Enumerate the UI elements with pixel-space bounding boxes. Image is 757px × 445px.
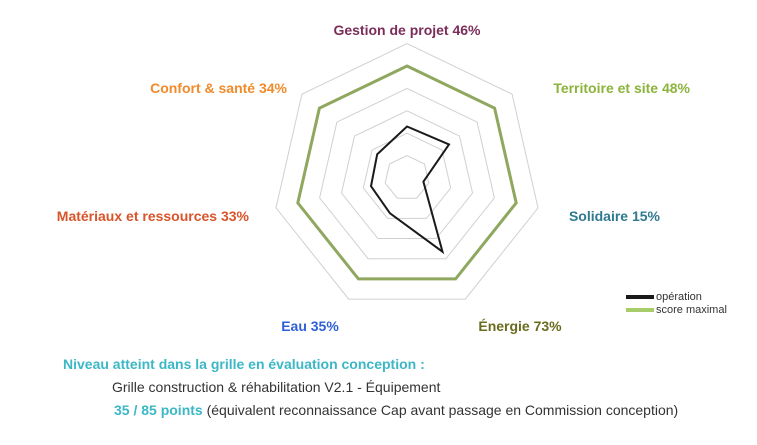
grid-ring-5: [297, 65, 517, 280]
axis-label-2: Territoire et site 48%: [553, 80, 690, 96]
axis-label-4: Énergie 73%: [478, 318, 562, 334]
legend-item-score-maximal: score maximal: [626, 303, 727, 316]
legend-swatch-score-maximal: [626, 307, 654, 312]
radar-chart: Gestion de projet 46% Territoire et site …: [57, 22, 691, 334]
series-operation: [369, 125, 451, 255]
axis-labels: Gestion de projet 46% Territoire et site …: [57, 22, 691, 334]
points-note: (équivalent reconnaissance Cap avant pas…: [202, 402, 679, 418]
legend: opération score maximal: [626, 290, 727, 316]
legend-label-operation: opération: [656, 290, 702, 303]
grid-ring-6: [275, 43, 539, 300]
legend-label-score-maximal: score maximal: [656, 303, 727, 316]
radar-series: [296, 64, 518, 281]
legend-swatch-operation: [626, 294, 654, 299]
footer-points-line: 35 / 85 points (équivalent reconnaissanc…: [114, 402, 678, 418]
footer-heading: Niveau atteint dans la grille en évaluat…: [63, 356, 425, 372]
axis-label-5: Eau 35%: [281, 318, 339, 334]
series-score-maximal: [296, 64, 518, 281]
axis-label-1: Gestion de projet 46%: [333, 22, 481, 38]
points-score: 35 / 85 points: [114, 402, 203, 418]
footer-grid-version: Grille construction & réhabilitation V2.…: [112, 379, 441, 395]
grid-ring-2: [362, 132, 452, 219]
grid-ring-1: [384, 155, 430, 199]
axis-label-3: Solidaire 15%: [569, 208, 661, 224]
legend-item-operation: opération: [626, 290, 727, 303]
radar-grid: [275, 43, 539, 300]
axis-label-7: Confort & santé 34%: [150, 80, 287, 96]
axis-label-6: Matériaux et ressources 33%: [57, 208, 250, 224]
grid-ring-4: [319, 87, 495, 260]
grid-ring-3: [340, 110, 474, 239]
